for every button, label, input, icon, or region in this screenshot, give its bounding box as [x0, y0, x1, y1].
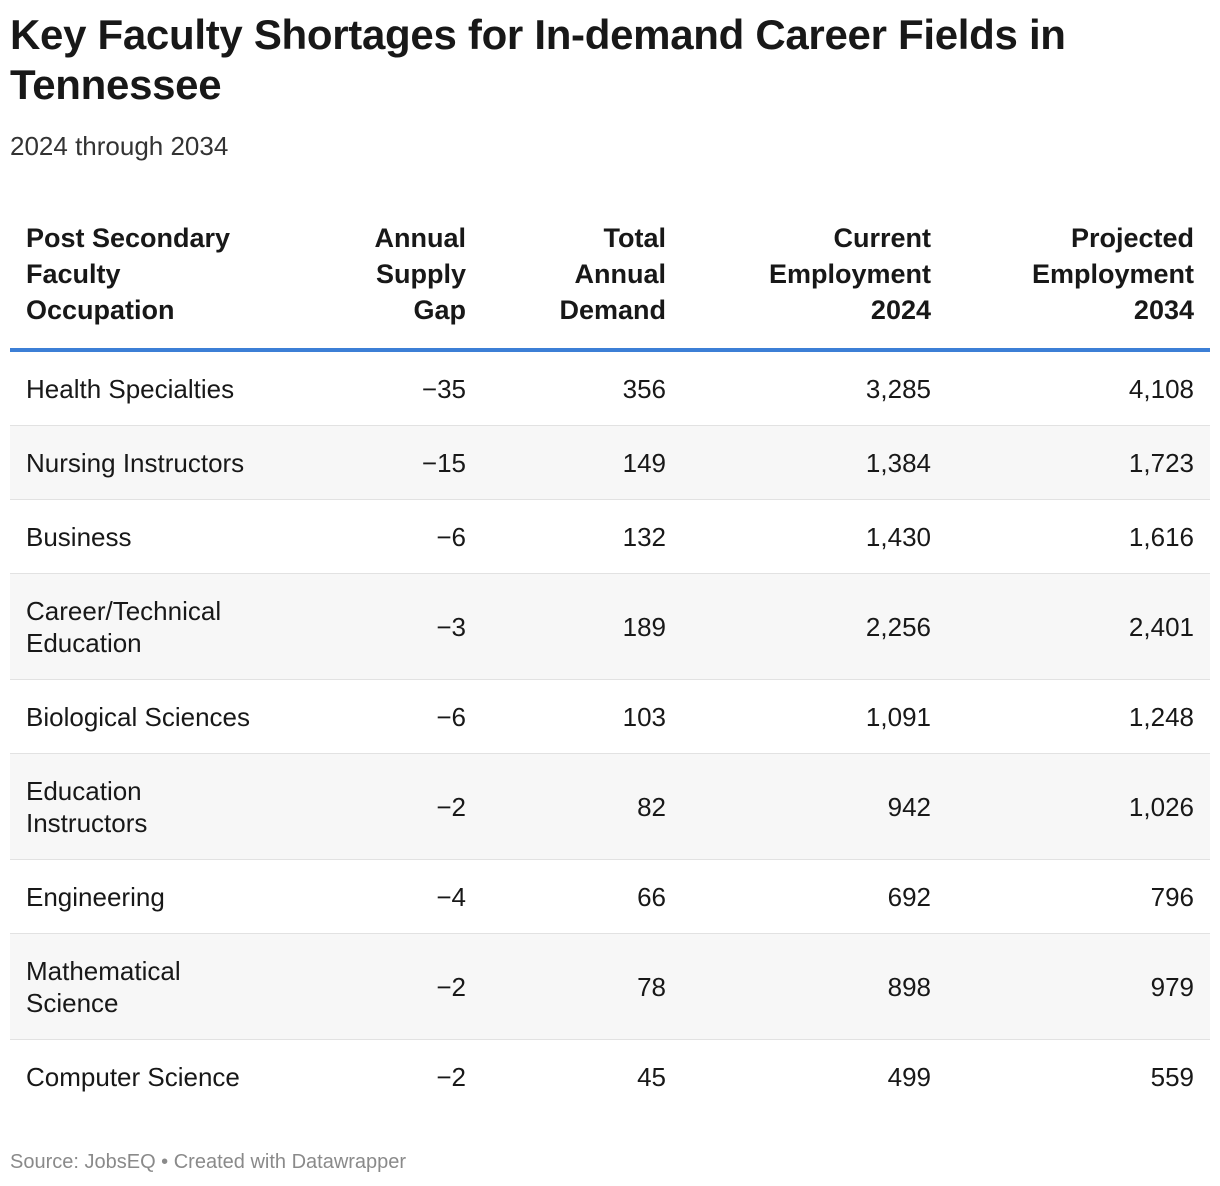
cell-projected-employment: 559 [1150, 1061, 1194, 1092]
cell-supply-gap: −6 [300, 679, 482, 754]
cell-supply-gap: −4 [300, 859, 482, 934]
table-row: Health Specialties −35 356 3,285 4,108 [10, 350, 1210, 426]
table-row: Engineering −4 66 692 796 [10, 859, 1210, 934]
chart-title: Key Faculty Shortages for In-demand Care… [10, 11, 1066, 108]
column-header-supply-gap: Annual Supply Gap [300, 218, 482, 352]
column-header-total-demand: Total Annual Demand [482, 218, 682, 352]
cell-occupation: Computer Science [26, 1061, 240, 1092]
cell-supply-gap: −15 [300, 425, 482, 500]
chart-subtitle: 2024 through 2034 [10, 131, 229, 161]
column-header-projected-employment: Projected Employment 2034 [947, 218, 1210, 352]
cell-current-employment: 2,256 [682, 573, 947, 680]
data-table: Post Secondary Faculty Occupation Annual… [10, 218, 1210, 1113]
table-row: Mathematical Science −2 78 898 979 [10, 933, 1210, 1040]
table-body: Health Specialties −35 356 3,285 4,108 Nursin… [10, 350, 1210, 1113]
cell-current-employment: 1,384 [682, 425, 947, 500]
cell-total-demand: 66 [482, 859, 682, 934]
cell-total-demand: 356 [482, 350, 682, 426]
cell-supply-gap: −35 [300, 350, 482, 426]
cell-total-demand: 45 [637, 1061, 666, 1092]
cell-occupation: Education Instructors [10, 753, 300, 860]
table-row: Career/Technical Education −3 189 2,256 2,40… [10, 573, 1210, 680]
cell-projected-employment: 4,108 [947, 350, 1210, 426]
table-header-row: Post Secondary Faculty Occupation Annual… [10, 218, 1210, 352]
cell-projected-employment: 979 [947, 933, 1210, 1040]
cell-total-demand: 132 [482, 499, 682, 574]
cell-total-demand: 189 [482, 573, 682, 680]
cell-projected-employment: 1,026 [947, 753, 1210, 860]
cell-total-demand: 149 [482, 425, 682, 500]
cell-current-employment: 499 [887, 1061, 931, 1092]
table-row: Business −6 132 1,430 1,616 [10, 499, 1210, 574]
cell-projected-employment: 1,248 [947, 679, 1210, 754]
cell-supply-gap: −2 [436, 1061, 466, 1092]
cell-current-employment: 1,091 [682, 679, 947, 754]
cell-occupation: Engineering [10, 859, 300, 934]
column-header-current-employment: Current Employment 2024 [682, 218, 947, 352]
cell-projected-employment: 2,401 [947, 573, 1210, 680]
cell-projected-employment: 1,616 [947, 499, 1210, 574]
cell-current-employment: 3,285 [682, 350, 947, 426]
cell-supply-gap: −2 [300, 753, 482, 860]
cell-occupation: Career/Technical Education [10, 573, 300, 680]
cell-supply-gap: −2 [300, 933, 482, 1040]
cell-current-employment: 942 [682, 753, 947, 860]
cell-current-employment: 898 [682, 933, 947, 1040]
column-header-occupation: Post Secondary Faculty Occupation [10, 218, 300, 352]
source-note: Source: JobsEQ • Created with Datawrappe… [10, 1151, 407, 1173]
cell-occupation: Health Specialties [10, 350, 300, 426]
cell-occupation: Mathematical Science [10, 933, 300, 1040]
cell-projected-employment: 796 [947, 859, 1210, 934]
cell-current-employment: 692 [682, 859, 947, 934]
cell-total-demand: 78 [482, 933, 682, 1040]
cell-occupation: Biological Sciences [10, 679, 300, 754]
cell-occupation: Business [10, 499, 300, 574]
cell-total-demand: 82 [482, 753, 682, 860]
table-row: Computer Science −2 45 499 559 [10, 1040, 1210, 1114]
chart-container: Key Faculty Shortages for In-demand Care… [10, 0, 1210, 1173]
cell-supply-gap: −6 [300, 499, 482, 574]
cell-occupation: Nursing Instructors [10, 425, 300, 500]
table-row: Education Instructors −2 82 942 1,026 [10, 753, 1210, 860]
table-row: Nursing Instructors −15 149 1,384 1,723 [10, 425, 1210, 500]
table-row: Biological Sciences −6 103 1,091 1,248 [10, 679, 1210, 754]
cell-current-employment: 1,430 [682, 499, 947, 574]
cell-total-demand: 103 [482, 679, 682, 754]
cell-projected-employment: 1,723 [947, 425, 1210, 500]
cell-supply-gap: −3 [300, 573, 482, 680]
